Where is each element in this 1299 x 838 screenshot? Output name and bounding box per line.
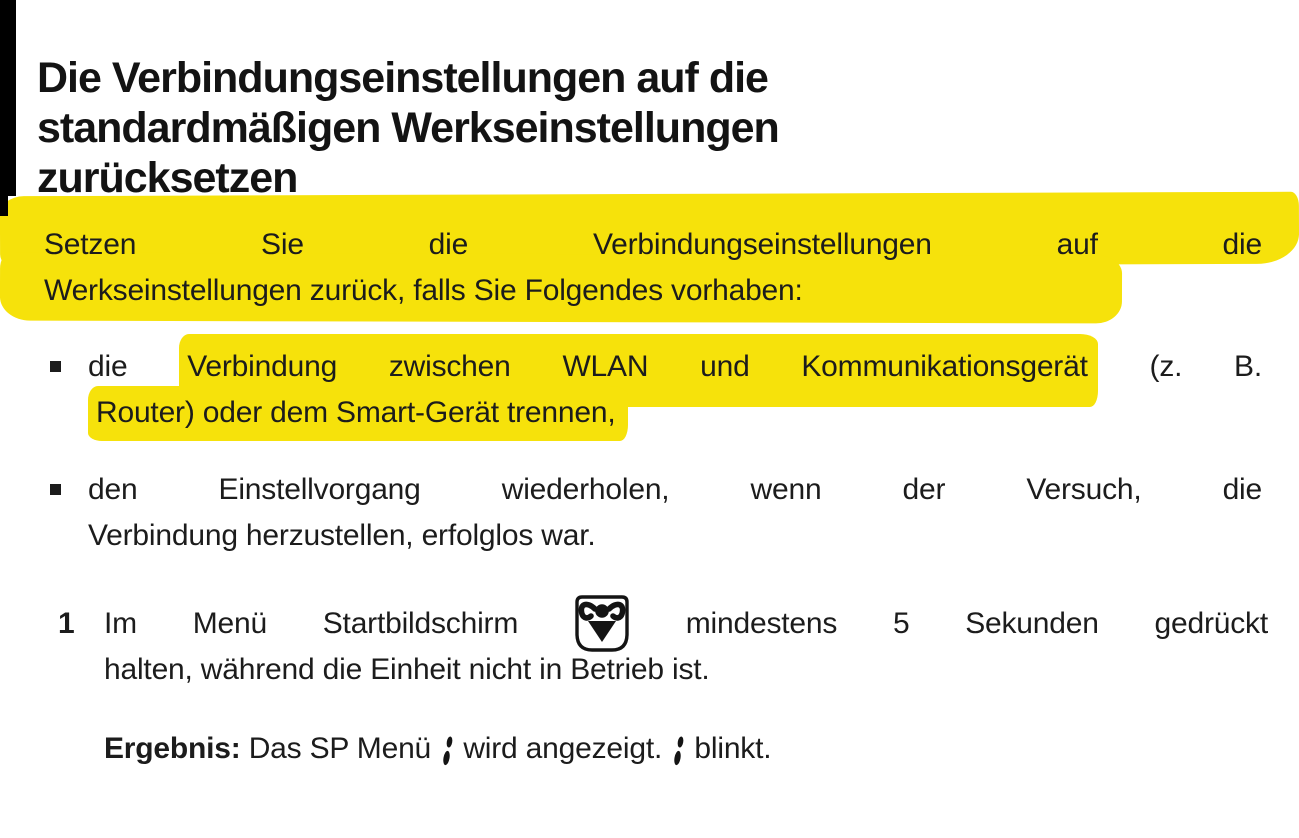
step-instruction: Im Menü Startbildschirm mindestens 5 Sek… — [104, 595, 1268, 693]
intro-line: Werkseinstellungen zurück, falls Sie Fol… — [44, 274, 803, 307]
step-line: Im Menü Startbildschirm mindestens 5 Sek… — [104, 595, 1268, 652]
seven-segment-symbol-icon — [440, 735, 454, 767]
bullet-line: den Einstellvorgang wiederholen, wenn de… — [88, 473, 1262, 506]
result-text: Das SP Menü — [248, 732, 432, 765]
page-title: Die Verbindungseinstellungen auf die sta… — [37, 53, 1017, 203]
page-title-line: standardmäßigen Werkseinstellungen — [37, 103, 780, 152]
bullet-text: die — [88, 350, 128, 383]
highlighted-text: Router) oder dem Smart-Gerät trennen, — [88, 386, 628, 441]
intro-paragraph: Setzen Sie die Verbindungseinstellungen … — [0, 191, 1299, 324]
page-title-line: Die Verbindungseinstellungen auf die — [37, 53, 769, 102]
step-text: Im Menü Startbildschirm — [104, 607, 519, 640]
result-paragraph: Ergebnis: Das SP Menü wird angezeigt. bl… — [104, 726, 1268, 772]
seven-segment-symbol-icon — [671, 735, 685, 767]
bullet-item: den Einstellvorgang wiederholen, wenn de… — [88, 467, 1262, 559]
bullet-line: die Verbindung zwischen WLAN und Kommuni… — [88, 334, 1263, 407]
intro-line: Setzen Sie die Verbindungseinstellungen … — [44, 228, 1262, 261]
page-edge-bar-tail — [0, 196, 8, 216]
result-text: wird angezeigt. — [463, 732, 663, 765]
page-edge-bar — [0, 0, 16, 196]
bullet-item: die Verbindung zwischen WLAN und Kommuni… — [88, 334, 1263, 441]
operation-button-icon — [574, 594, 630, 654]
bullet-line: Verbindung herzustellen, erfolglos war. — [88, 519, 596, 552]
page-title-line: zurücksetzen — [37, 153, 298, 202]
bullet-line: Router) oder dem Smart-Gerät trennen, — [88, 386, 1262, 441]
bullet-marker — [50, 361, 61, 372]
result-text: blinkt. — [694, 732, 772, 765]
step-number: 1 — [58, 607, 75, 640]
bullet-text: (z. B. — [1149, 350, 1263, 383]
step-line: halten, während die Einheit nicht in Bet… — [104, 653, 710, 686]
step-text: mindestens 5 Sekunden gedrückt — [685, 607, 1268, 640]
bullet-marker — [50, 484, 61, 495]
result-label: Ergebnis: — [104, 732, 241, 765]
